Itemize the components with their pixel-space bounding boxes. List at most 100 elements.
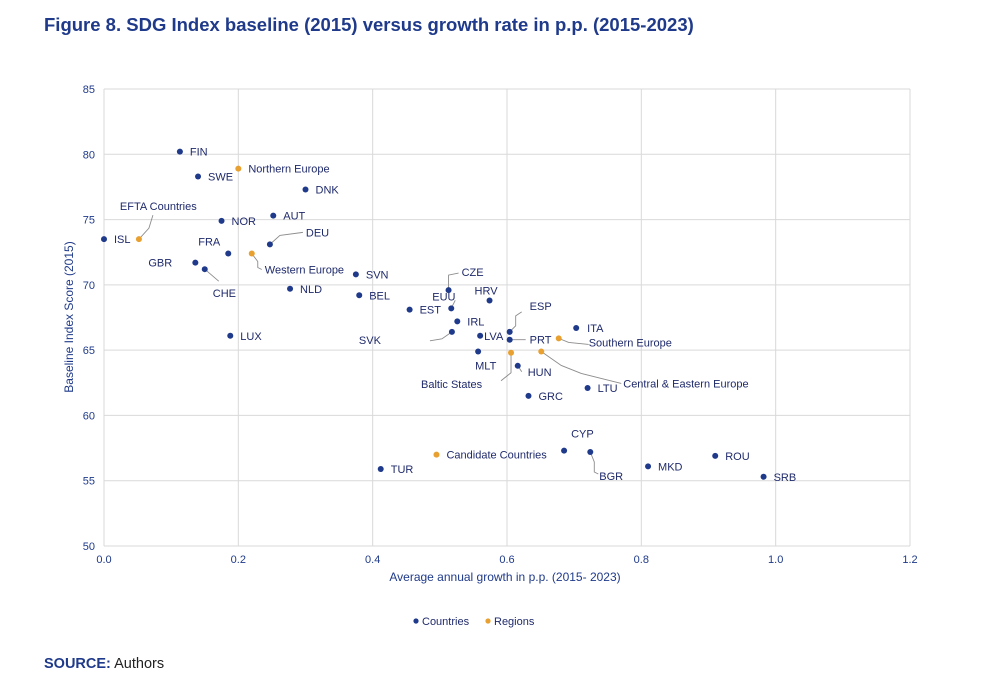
figure-title: Figure 8. SDG Index baseline (2015) vers… <box>44 14 694 35</box>
point-label: NOR <box>232 216 257 228</box>
country-point <box>270 212 277 219</box>
point-label: ROU <box>725 451 750 463</box>
point-label: PRT <box>530 335 552 347</box>
leader-line <box>429 331 453 342</box>
point-label: DNK <box>316 185 340 197</box>
point-label: SVN <box>366 269 389 281</box>
country-point <box>195 173 202 180</box>
x-tick-label: 1.2 <box>902 554 917 566</box>
y-tick-label: 50 <box>83 541 95 553</box>
point-label: BEL <box>369 290 390 302</box>
leader-line <box>269 231 303 245</box>
point-label: Central & Eastern Europe <box>623 378 748 390</box>
y-tick-label: 80 <box>83 149 95 161</box>
country-point <box>506 336 513 343</box>
point-label: FIN <box>190 147 208 159</box>
y-tick-label: 75 <box>83 215 95 227</box>
x-tick-label: 0.6 <box>499 554 514 566</box>
country-point <box>645 463 652 470</box>
country-point <box>176 148 183 155</box>
point-label: CZE <box>462 267 484 279</box>
country-point <box>287 285 294 292</box>
country-point <box>192 259 199 266</box>
legend-label: Regions <box>494 616 535 628</box>
source-label: SOURCE: <box>44 656 111 672</box>
country-point <box>712 452 719 459</box>
country-point <box>525 392 532 399</box>
point-label: Candidate Countries <box>446 450 547 462</box>
point-label: Northern Europe <box>248 164 329 176</box>
country-point <box>514 362 521 369</box>
leader-line <box>204 268 220 282</box>
x-tick-label: 0.2 <box>231 554 246 566</box>
leader-line <box>500 352 512 382</box>
leader-line <box>558 337 589 345</box>
x-axis-label: Average annual growth in p.p. (2015- 202… <box>389 570 620 584</box>
country-point <box>201 266 208 273</box>
tick-labels: 50 55 60 65 70 75 80 85 0.0 0.2 0.4 0.6 0.8 1.0 1.2 <box>83 84 918 566</box>
point-label: AUT <box>283 211 305 223</box>
grid <box>103 88 911 547</box>
country-point <box>218 217 225 224</box>
country-point <box>227 332 234 339</box>
legend-marker <box>413 618 419 624</box>
country-point <box>266 241 273 248</box>
country-point <box>561 447 568 454</box>
region-point <box>135 236 142 243</box>
point-label: Western Europe <box>265 265 344 277</box>
point-label: BGR <box>599 471 623 483</box>
source-text: Authors <box>114 656 165 672</box>
legend-marker <box>485 618 491 624</box>
point-label: MKD <box>658 461 683 473</box>
point-label: SWE <box>208 171 233 183</box>
region-point <box>538 348 545 355</box>
x-tick-label: 1.0 <box>768 554 783 566</box>
x-tick-label: 0.8 <box>634 554 649 566</box>
point-label: Baltic States <box>421 379 483 391</box>
country-point <box>448 305 455 312</box>
region-point <box>508 349 515 356</box>
y-tick-label: 65 <box>83 345 95 357</box>
legend-label: Countries <box>422 616 470 628</box>
country-point <box>454 318 461 325</box>
region-point <box>248 250 255 257</box>
y-tick-label: 70 <box>83 280 95 292</box>
point-label: GBR <box>148 258 172 270</box>
country-point <box>587 448 594 455</box>
point-label: TUR <box>391 464 414 476</box>
point-label: EUU <box>432 291 455 303</box>
point-label: NLD <box>300 284 322 296</box>
country-point <box>584 385 591 392</box>
country-point <box>477 332 484 339</box>
point-label: EST <box>420 305 442 317</box>
region-point <box>433 451 440 458</box>
country-point <box>486 297 493 304</box>
point-label: FRA <box>198 237 221 249</box>
point-label: Southern Europe <box>589 337 672 349</box>
point-label: IRL <box>467 316 484 328</box>
point-label: LTU <box>598 383 618 395</box>
point-label: ITA <box>587 323 604 335</box>
point-label: HUN <box>528 367 552 379</box>
point-label: LVA <box>484 331 504 343</box>
country-point <box>302 186 309 193</box>
legend: Countries Regions <box>413 616 535 628</box>
region-point <box>235 165 242 172</box>
country-point <box>445 287 452 294</box>
point-label: ISL <box>114 234 131 246</box>
point-label: ESP <box>530 301 552 313</box>
point-label: EFTA Countries <box>120 201 197 213</box>
point-label: HRV <box>475 286 499 298</box>
point-label: CHE <box>213 288 236 300</box>
leader-line <box>509 311 522 333</box>
country-point <box>573 324 580 331</box>
x-tick-label: 0.0 <box>96 554 111 566</box>
leader-line <box>589 451 599 475</box>
leader-line <box>540 351 622 384</box>
point-label: DEU <box>306 227 329 239</box>
country-point <box>377 465 384 472</box>
y-axis-label: Baseline Index Score (2015) <box>62 241 76 392</box>
country-point <box>475 348 482 355</box>
point-label: MLT <box>475 360 496 372</box>
